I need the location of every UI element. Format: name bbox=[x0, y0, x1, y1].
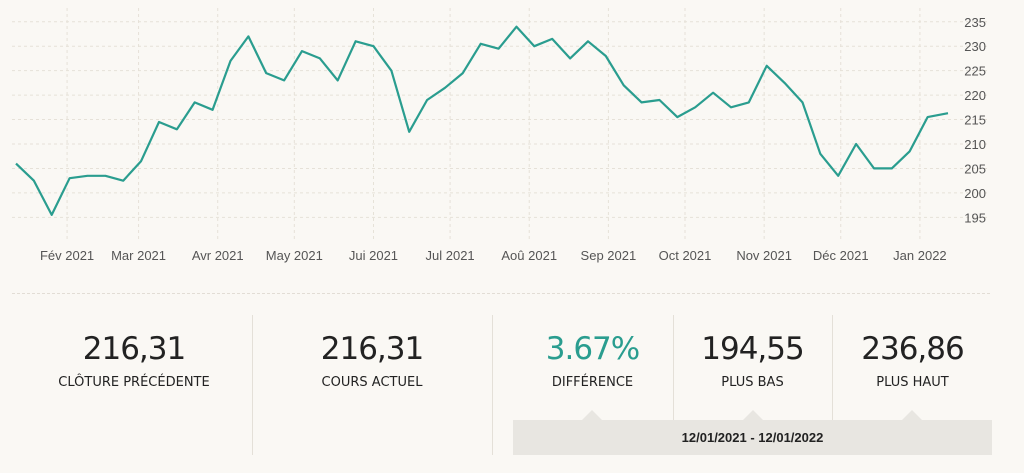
y-tick-label: 205 bbox=[964, 161, 986, 176]
x-tick-label: Jan 2022 bbox=[893, 248, 947, 263]
date-range-box: 12/01/2021 - 12/01/2022 bbox=[513, 420, 992, 455]
y-tick-label: 215 bbox=[964, 113, 986, 128]
stat-value: 3.67% bbox=[545, 331, 640, 367]
stat-value: 194,55 bbox=[701, 331, 804, 367]
stat-current-price: 216,31 COURS ACTUEL bbox=[274, 315, 470, 455]
range-notch bbox=[743, 410, 763, 420]
x-tick-label: Mar 2021 bbox=[111, 248, 166, 263]
stat-divider bbox=[252, 315, 253, 455]
x-tick-label: Jul 2021 bbox=[426, 248, 475, 263]
x-tick-label: Jui 2021 bbox=[349, 248, 398, 263]
x-tick-label: Oct 2021 bbox=[659, 248, 712, 263]
stat-divider bbox=[673, 315, 674, 455]
range-notch bbox=[582, 410, 602, 420]
stat-label: CLÔTURE PRÉCÉDENTE bbox=[58, 375, 210, 390]
y-tick-label: 200 bbox=[964, 186, 986, 201]
y-tick-label: 235 bbox=[964, 15, 986, 30]
x-tick-label: Sep 2021 bbox=[581, 248, 637, 263]
stat-label: COURS ACTUEL bbox=[321, 375, 423, 390]
y-tick-label: 210 bbox=[964, 137, 986, 152]
stat-difference: 3.67% DIFFÉRENCE bbox=[513, 315, 672, 455]
stat-value: 216,31 bbox=[82, 331, 186, 367]
x-tick-label: Déc 2021 bbox=[813, 248, 869, 263]
stat-high: 236,86 PLUS HAUT bbox=[833, 315, 992, 455]
stats-panel: 216,31 CLÔTURE PRÉCÉDENTE 216,31 COURS A… bbox=[0, 315, 1024, 455]
price-series-line bbox=[15, 25, 949, 216]
x-tick-label: May 2021 bbox=[266, 248, 323, 263]
x-tick-label: Aoû 2021 bbox=[501, 248, 557, 263]
stat-low: 194,55 PLUS BAS bbox=[674, 315, 831, 455]
x-tick-label: Nov 2021 bbox=[736, 248, 792, 263]
price-line-chart: 195 200 205 210 215 220 225 230 235 Fév 2021 Mar 2… bbox=[12, 8, 990, 263]
range-notch bbox=[902, 410, 922, 420]
y-tick-label: 225 bbox=[964, 64, 986, 79]
stat-label: PLUS HAUT bbox=[876, 375, 949, 390]
separator bbox=[12, 293, 990, 294]
stat-label: PLUS BAS bbox=[721, 375, 784, 390]
stat-divider bbox=[832, 315, 833, 455]
stat-previous-close: 216,31 CLÔTURE PRÉCÉDENTE bbox=[38, 315, 230, 455]
stat-divider bbox=[492, 315, 493, 455]
x-tick-label: Avr 2021 bbox=[192, 248, 244, 263]
stat-label: DIFFÉRENCE bbox=[551, 375, 634, 390]
stat-value: 216,31 bbox=[320, 331, 424, 367]
stat-value: 236,86 bbox=[861, 331, 964, 367]
y-tick-label: 195 bbox=[964, 210, 986, 225]
date-range-label: 12/01/2021 - 12/01/2022 bbox=[681, 430, 824, 445]
y-tick-label: 220 bbox=[964, 88, 986, 103]
x-tick-label: Fév 2021 bbox=[40, 248, 94, 263]
y-tick-label: 230 bbox=[964, 39, 986, 54]
